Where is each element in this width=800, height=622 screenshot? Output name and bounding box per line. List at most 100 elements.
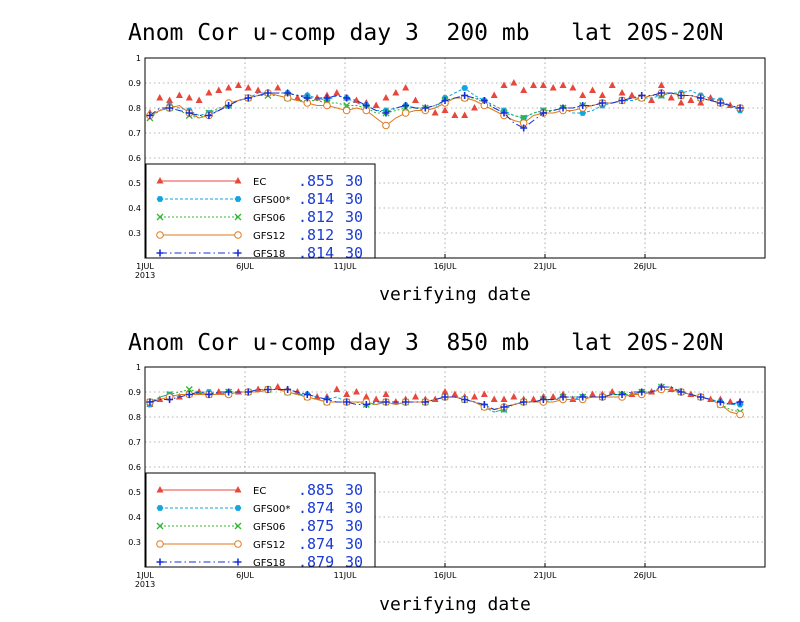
series-gfs18: [146, 383, 744, 411]
data-point: [225, 388, 233, 396]
chart-panel-850mb: Anom Cor u-comp day 3 850 mb lat 20S-20N…: [128, 330, 766, 615]
data-point: [402, 84, 410, 91]
legend-marker: [234, 558, 242, 566]
legend-score: .879: [298, 553, 334, 571]
data-point: [411, 96, 419, 103]
legend-count: 30: [345, 226, 363, 244]
data-point: [402, 102, 410, 109]
data-point: [284, 89, 292, 97]
legend-box: [145, 472, 376, 568]
data-point: [382, 398, 390, 406]
data-point: [697, 393, 705, 401]
y-tick-label: 0.8: [128, 104, 141, 113]
data-point: [382, 121, 390, 130]
data-point: [490, 91, 498, 98]
data-point: [579, 102, 587, 109]
data-point: [284, 386, 292, 393]
data-point: [362, 401, 370, 408]
data-point: [431, 109, 439, 116]
legend-series-name: GFS18: [253, 249, 285, 260]
x-tick-label: 21JUL: [534, 262, 557, 271]
data-point: [372, 101, 380, 108]
legend-score: .874: [298, 499, 334, 517]
y-tick-label: 1: [136, 54, 141, 63]
data-point: [166, 96, 174, 103]
data-point: [480, 401, 488, 408]
legend-series-name: GFS06: [253, 522, 285, 533]
data-point: [215, 86, 223, 93]
data-point: [657, 89, 665, 97]
legend-series-name: EC: [253, 177, 266, 188]
y-tick-label: 0.7: [128, 129, 141, 138]
data-point: [520, 398, 528, 406]
data-point: [569, 395, 577, 402]
data-point: [451, 111, 459, 118]
x-tick-label: 6JUL: [236, 571, 254, 580]
data-point: [598, 99, 606, 107]
legend-count: 30: [345, 190, 363, 208]
chart-title: Anom Cor u-comp day 3 200 mb lat 20S-20N: [128, 20, 723, 46]
legend-marker: [156, 522, 164, 530]
data-point: [185, 94, 193, 101]
data-point: [697, 99, 705, 106]
x-tick-label: 16JUL: [434, 262, 457, 271]
data-point: [225, 102, 233, 109]
data-point: [500, 403, 508, 411]
legend-marker: [156, 558, 164, 566]
data-point: [657, 383, 665, 391]
legend-box: [145, 163, 376, 259]
data-point: [569, 84, 577, 91]
legend-series-name: EC: [253, 486, 266, 497]
x-year-label: 2013: [135, 271, 155, 280]
data-point: [549, 84, 557, 91]
data-point: [333, 89, 341, 96]
data-point: [677, 388, 685, 396]
x-tick-label: 1JUL: [136, 571, 154, 580]
data-point: [185, 391, 193, 398]
legend-series-name: GFS12: [253, 540, 285, 551]
legend-count: 30: [345, 553, 363, 571]
legend-marker: [234, 231, 242, 239]
legend-series-name: GFS12: [253, 231, 285, 242]
data-point: [166, 104, 174, 112]
data-point: [461, 111, 469, 118]
data-point: [677, 92, 685, 99]
data-point: [697, 94, 705, 102]
legend-marker: [234, 196, 242, 202]
y-tick-label: 0.4: [128, 204, 141, 213]
legend-count: 30: [345, 208, 363, 226]
data-point: [441, 393, 449, 401]
data-point: [539, 396, 547, 403]
data-point: [421, 104, 429, 112]
data-point: [471, 104, 479, 111]
data-point: [480, 97, 488, 104]
data-point: [461, 92, 469, 99]
data-point: [638, 388, 646, 396]
data-point: [736, 104, 744, 112]
data-point: [471, 393, 479, 400]
x-tick-label: 26JUL: [634, 262, 657, 271]
data-point: [520, 124, 528, 132]
data-point: [352, 388, 360, 395]
data-point: [205, 112, 213, 119]
legend-marker: [156, 213, 164, 221]
data-point: [205, 391, 213, 398]
data-point: [579, 91, 587, 98]
data-point: [274, 383, 282, 390]
legend-marker: [156, 540, 164, 548]
data-point: [225, 84, 233, 91]
legend-series-name: GFS18: [253, 558, 285, 569]
plot-frame: [144, 57, 766, 259]
data-point: [342, 106, 351, 115]
data-point: [323, 396, 331, 403]
data-point: [500, 81, 508, 88]
x-axis-label: verifying date: [379, 284, 531, 305]
y-tick-label: 0.5: [128, 488, 141, 497]
chart-panel-200mb: Anom Cor u-comp day 3 200 mb lat 20S-20N…: [128, 20, 766, 305]
data-point: [687, 96, 695, 103]
data-point: [549, 393, 557, 400]
legend-count: 30: [345, 535, 363, 553]
legend-score: .814: [298, 190, 334, 208]
y-tick-label: 0.7: [128, 438, 141, 447]
data-point: [608, 388, 616, 395]
